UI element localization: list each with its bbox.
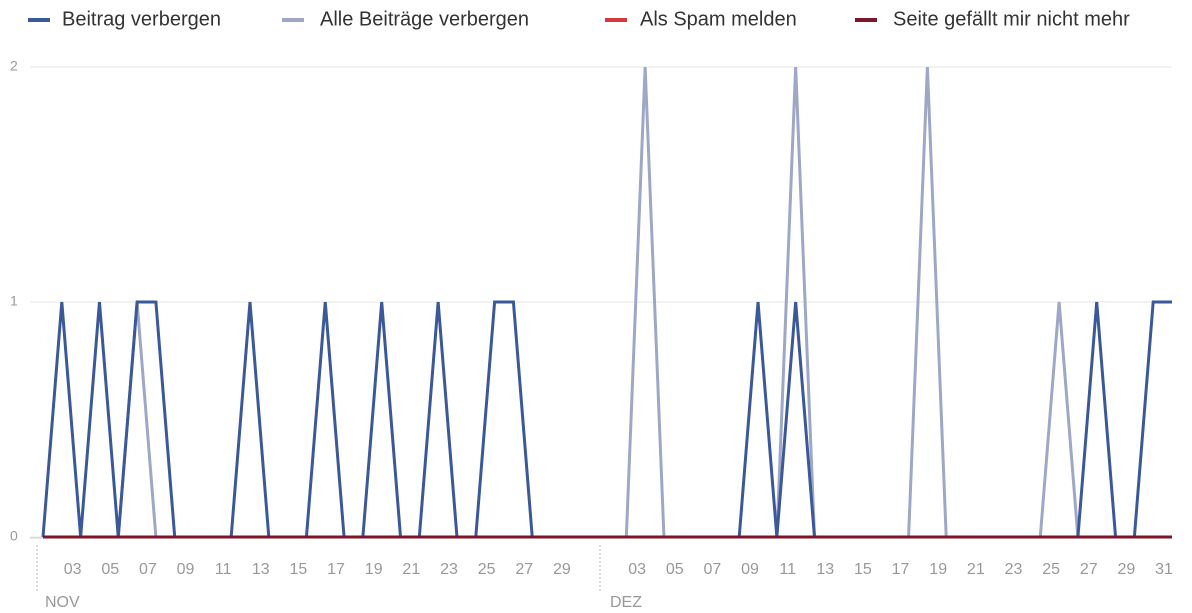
- y-tick-label: 2: [10, 58, 18, 74]
- x-tick-label: 03: [628, 561, 646, 578]
- x-tick-label: 19: [365, 561, 383, 578]
- x-tick-label: 09: [177, 561, 195, 578]
- x-tick-label: 11: [779, 561, 796, 578]
- x-tick-label: 09: [741, 561, 759, 578]
- x-tick-label: 11: [215, 561, 232, 578]
- x-tick-label: 13: [816, 561, 834, 578]
- x-tick-label: 29: [1117, 561, 1135, 578]
- x-tick-label: 13: [252, 561, 270, 578]
- x-tick-label: 27: [515, 561, 533, 578]
- x-tick-label: 31: [1155, 561, 1173, 578]
- x-tick-label: 07: [704, 561, 722, 578]
- x-tick-label: 17: [892, 561, 910, 578]
- x-tick-label: 19: [929, 561, 947, 578]
- legend-label: Als Spam melden: [640, 8, 797, 30]
- x-tick-label: 05: [666, 561, 684, 578]
- x-tick-label: 15: [854, 561, 872, 578]
- x-tick-label: 27: [1080, 561, 1098, 578]
- x-tick-label: 21: [967, 561, 985, 578]
- x-tick-label: 05: [101, 561, 119, 578]
- x-tick-label: 29: [553, 561, 571, 578]
- series-line: [41, 300, 1172, 539]
- legend-label: Beitrag verbergen: [62, 8, 221, 30]
- x-tick-label: 23: [1005, 561, 1023, 578]
- x-tick-label: 07: [139, 561, 157, 578]
- x-tick-label: 25: [1042, 561, 1060, 578]
- y-tick-label: 0: [10, 528, 18, 544]
- x-tick-label: 03: [64, 561, 82, 578]
- x-tick-label: 23: [440, 561, 458, 578]
- month-label: DEZ: [610, 594, 642, 611]
- x-tick-label: 21: [402, 561, 420, 578]
- x-tick-label: 15: [290, 561, 308, 578]
- month-label: NOV: [45, 594, 80, 611]
- legend-label: Seite gefällt mir nicht mehr: [893, 8, 1130, 30]
- y-tick-label: 1: [10, 293, 18, 309]
- legend-label: Alle Beiträge verbergen: [320, 8, 529, 30]
- x-tick-label: 25: [478, 561, 496, 578]
- x-tick-label: 17: [327, 561, 345, 578]
